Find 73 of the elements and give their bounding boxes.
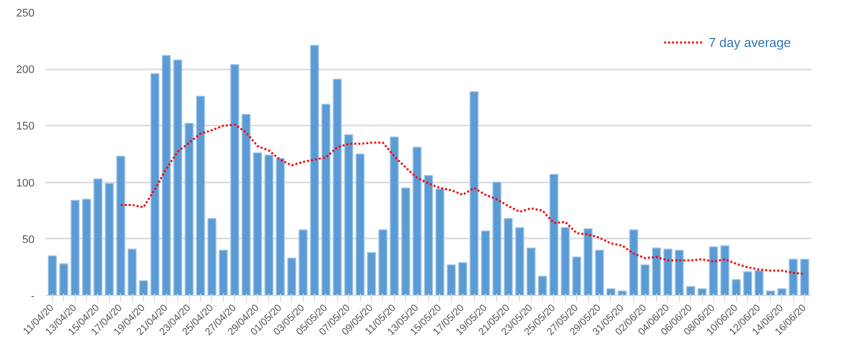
bar xyxy=(242,114,251,296)
bar xyxy=(116,156,126,296)
bar xyxy=(93,178,102,296)
bar xyxy=(184,122,194,296)
bar xyxy=(264,154,274,296)
bar xyxy=(332,78,342,296)
y-tick-label: - xyxy=(30,290,35,302)
y-tick-label: 50 xyxy=(22,234,35,246)
bar xyxy=(321,104,330,296)
bar xyxy=(663,248,672,296)
bar xyxy=(435,188,444,296)
bar xyxy=(686,286,696,296)
bar xyxy=(196,96,206,296)
bar xyxy=(48,255,57,296)
bar xyxy=(754,270,764,296)
bar xyxy=(139,280,148,296)
bar xyxy=(606,288,616,296)
line-series xyxy=(120,124,806,275)
bar xyxy=(82,198,92,296)
bar xyxy=(640,264,650,296)
bar xyxy=(59,263,68,296)
bar xyxy=(652,247,661,296)
bar xyxy=(104,182,114,296)
bar xyxy=(594,250,604,296)
bar xyxy=(504,218,513,296)
bar xyxy=(412,146,422,296)
bar xyxy=(549,174,558,296)
bar xyxy=(481,230,490,296)
bar xyxy=(344,134,354,296)
bar xyxy=(401,187,410,296)
bar xyxy=(424,175,433,296)
bar xyxy=(538,276,547,296)
bar xyxy=(207,218,216,296)
bar xyxy=(572,256,582,296)
bar xyxy=(777,288,786,296)
bar xyxy=(446,264,456,296)
bar xyxy=(458,262,468,296)
bar xyxy=(390,136,399,296)
bar xyxy=(276,158,285,296)
bar xyxy=(356,154,365,296)
bar xyxy=(560,227,570,296)
bar xyxy=(788,258,798,296)
bar xyxy=(492,182,502,296)
bar xyxy=(515,227,524,296)
bar xyxy=(173,60,182,296)
bar xyxy=(526,247,536,296)
bar xyxy=(584,228,593,296)
bar xyxy=(720,245,730,296)
bar xyxy=(674,250,684,296)
bar xyxy=(162,55,171,296)
bar xyxy=(698,288,707,296)
bar xyxy=(743,271,752,296)
bar xyxy=(230,64,240,296)
bar xyxy=(70,200,80,296)
y-tick-label: 150 xyxy=(16,120,35,133)
bar xyxy=(150,73,160,296)
y-tick-label: 250 xyxy=(16,8,35,20)
bar xyxy=(629,229,638,296)
bar xyxy=(470,91,479,296)
bar xyxy=(253,152,262,296)
bar xyxy=(800,258,810,296)
y-tick-label: 200 xyxy=(16,64,35,76)
bar xyxy=(310,44,319,296)
bar xyxy=(128,248,137,296)
y-tick-label: 100 xyxy=(16,177,35,190)
bar xyxy=(367,252,376,296)
bar xyxy=(218,250,228,296)
bar xyxy=(378,229,388,296)
legend-label: 7 day average xyxy=(708,34,791,50)
bar xyxy=(732,279,741,296)
bar xyxy=(287,258,296,296)
bar xyxy=(708,246,718,296)
bar xyxy=(298,229,308,296)
